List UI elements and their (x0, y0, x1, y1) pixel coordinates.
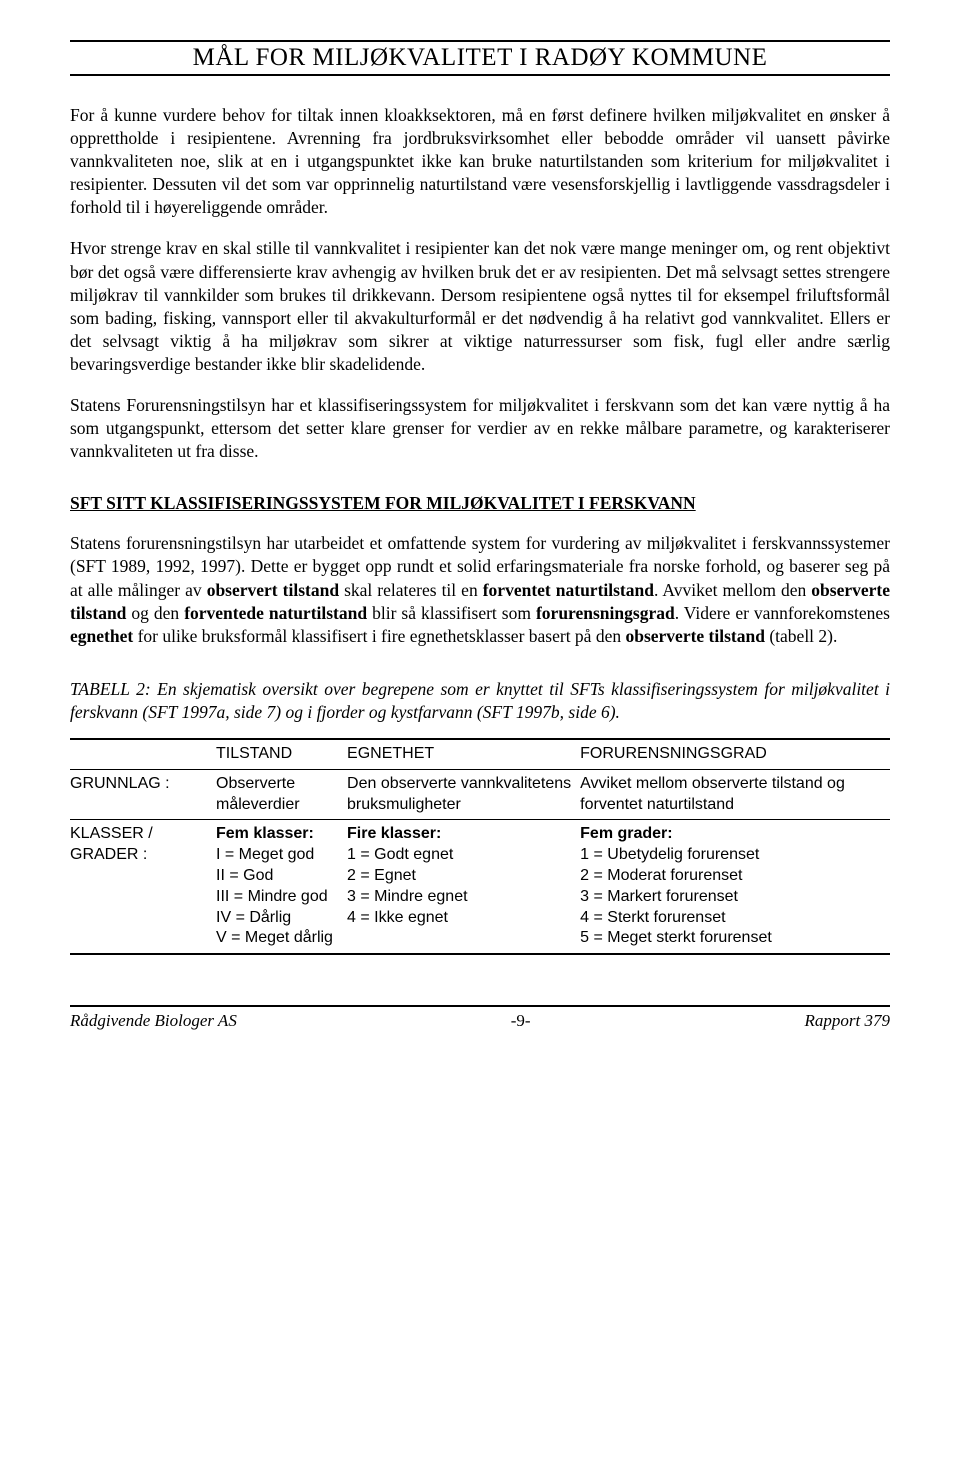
document-page: MÅL FOR MILJØKVALITET I RADØY KOMMUNE Fo… (0, 0, 960, 1061)
page-title: MÅL FOR MILJØKVALITET I RADØY KOMMUNE (193, 44, 768, 71)
table-cell: Observerte måleverdier (216, 769, 347, 820)
paragraph-4: Statens forurensningstilsyn har utarbeid… (70, 532, 890, 647)
table-cell: Avviket mellom observerte tilstand og fo… (580, 769, 890, 820)
table-header-row: TILSTAND EGNETHET FORURENSNINGSGRAD (70, 739, 890, 769)
paragraph-2: Hvor strenge krav en skal stille til van… (70, 237, 890, 376)
footer-left: Rådgivende Biologer AS (70, 1011, 237, 1031)
table-header-cell (70, 739, 216, 769)
classification-table: TILSTAND EGNETHET FORURENSNINGSGRAD GRUN… (70, 738, 890, 955)
table-row: KLASSER / GRADER : Fem klasser: I = Mege… (70, 820, 890, 954)
table-header-cell: EGNETHET (347, 739, 580, 769)
footer-right: Rapport 379 (805, 1011, 890, 1031)
paragraph-3: Statens Forurensningstilsyn har et klass… (70, 394, 890, 463)
table-cell: Fem klasser: I = Meget god II = God III … (216, 820, 347, 954)
table-header-cell: TILSTAND (216, 739, 347, 769)
paragraph-1: For å kunne vurdere behov for tiltak inn… (70, 104, 890, 219)
table-cell: Den observerte vannkvalitetens bruksmuli… (347, 769, 580, 820)
section-heading: SFT SITT KLASSIFISERINGSSYSTEM FOR MILJØ… (70, 493, 890, 514)
table-caption: TABELL 2: En skjematisk oversikt over be… (70, 678, 890, 724)
table-header-cell: FORURENSNINGSGRAD (580, 739, 890, 769)
page-footer: Rådgivende Biologer AS -9- Rapport 379 (70, 1005, 890, 1031)
table-row-label: KLASSER / GRADER : (70, 820, 216, 954)
table-cell: Fem grader: 1 = Ubetydelig forurenset 2 … (580, 820, 890, 954)
table-row: GRUNNLAG : Observerte måleverdier Den ob… (70, 769, 890, 820)
table-row-label: GRUNNLAG : (70, 769, 216, 820)
page-title-frame: MÅL FOR MILJØKVALITET I RADØY KOMMUNE (70, 40, 890, 76)
table-cell: Fire klasser: 1 = Godt egnet 2 = Egnet 3… (347, 820, 580, 954)
footer-page-number: -9- (511, 1011, 531, 1031)
